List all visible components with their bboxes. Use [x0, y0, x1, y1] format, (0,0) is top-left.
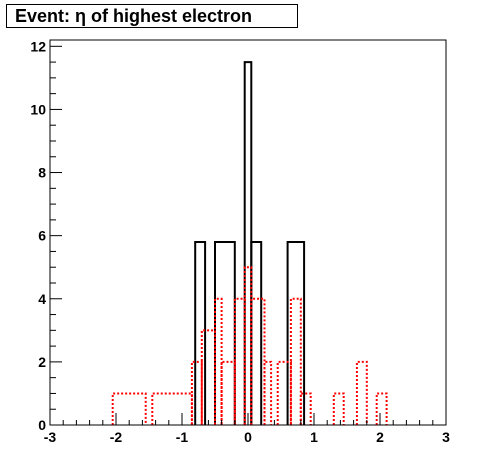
histogram-bin	[214, 240, 236, 425]
histogram-series-0	[194, 61, 306, 425]
y-tick-label: 6	[38, 228, 46, 244]
x-tick-label: 2	[376, 429, 384, 445]
histogram-bin	[111, 392, 147, 425]
x-tick-label: 0	[244, 429, 252, 445]
x-tick-label: 1	[310, 429, 318, 445]
histogram-bin	[214, 297, 223, 425]
histogram-bin	[263, 360, 273, 425]
x-tick-label: -2	[110, 429, 123, 445]
histogram-bin	[276, 360, 292, 425]
plot-frame	[49, 39, 447, 426]
histogram-series-1	[111, 266, 388, 425]
y-tick-label: 12	[30, 38, 46, 54]
histogram-series-layer	[111, 61, 388, 425]
histogram-bin	[286, 240, 306, 425]
histogram-bin	[151, 392, 193, 425]
y-tick-label: 4	[38, 291, 46, 307]
y-tick-label: 0	[38, 417, 46, 433]
chart-title: Event: η of highest electron	[6, 4, 298, 28]
histogram-bin	[355, 360, 368, 425]
y-tick-label: 8	[38, 165, 46, 181]
histogram-bin	[289, 297, 302, 425]
histogram-bin	[250, 297, 266, 425]
histogram-bin	[194, 240, 207, 425]
histogram-bin	[299, 392, 312, 425]
histogram-bin	[250, 240, 263, 425]
histogram-bin	[243, 266, 253, 425]
histogram-bin	[233, 297, 246, 425]
x-tick-label: -1	[176, 429, 189, 445]
y-tick-label: 2	[38, 354, 46, 370]
histogram-bin	[332, 392, 345, 425]
histogram-bin	[220, 360, 236, 425]
x-tick-label: -3	[44, 429, 57, 445]
x-tick-label: 3	[442, 429, 450, 445]
histogram-bin	[375, 392, 388, 425]
histogram-bin	[200, 329, 216, 425]
histogram-bin	[190, 360, 203, 425]
y-tick-label: 10	[30, 101, 46, 117]
